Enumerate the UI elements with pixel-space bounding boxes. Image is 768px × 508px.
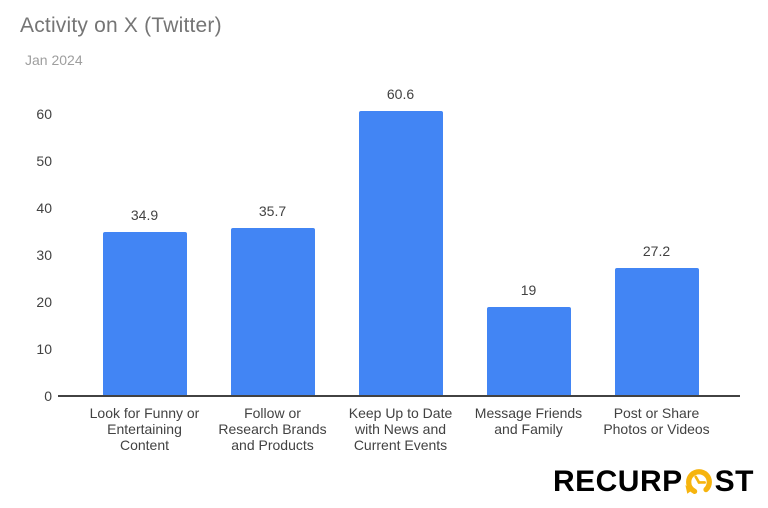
- x-category-label: Post or Share Photos or Videos: [603, 405, 710, 437]
- x-category-label: Follow or Research Brands and Products: [218, 405, 327, 453]
- y-axis-tick-label: 10: [36, 341, 52, 357]
- x-axis-line: [58, 395, 740, 397]
- bar: [102, 231, 187, 396]
- bar-value-label: 60.6: [386, 86, 415, 103]
- x-category-label: Look for Funny or Entertaining Content: [89, 405, 200, 453]
- logo-text-recurp: RECURP: [552, 465, 683, 498]
- bar-value-label: 27.2: [642, 243, 671, 260]
- y-axis-tick-label: 20: [36, 294, 52, 310]
- bar: [486, 306, 571, 396]
- bar: [358, 111, 443, 396]
- y-axis-tick-label: 40: [36, 200, 52, 216]
- y-axis-tick-label: 50: [36, 153, 52, 169]
- clock-recur-icon: [684, 467, 714, 497]
- bar-value-label: 19: [520, 281, 537, 298]
- y-axis-tick-label: 60: [36, 106, 52, 122]
- bar-value-label: 35.7: [258, 203, 287, 220]
- logo-text-st: ST: [714, 465, 754, 498]
- x-category-label: Keep Up to Date with News and Current Ev…: [348, 405, 453, 453]
- chart-subtitle: Jan 2024: [25, 52, 83, 68]
- x-category-label: Message Friends and Family: [474, 405, 583, 437]
- y-axis-tick-label: 30: [36, 247, 52, 263]
- y-axis-tick-label: 0: [44, 388, 52, 404]
- bar-value-label: 34.9: [130, 206, 159, 223]
- recurpost-logo: RECURP ST: [553, 467, 754, 497]
- chart-title: Activity on X (Twitter): [20, 14, 222, 37]
- bar: [230, 228, 315, 396]
- bar: [614, 268, 699, 396]
